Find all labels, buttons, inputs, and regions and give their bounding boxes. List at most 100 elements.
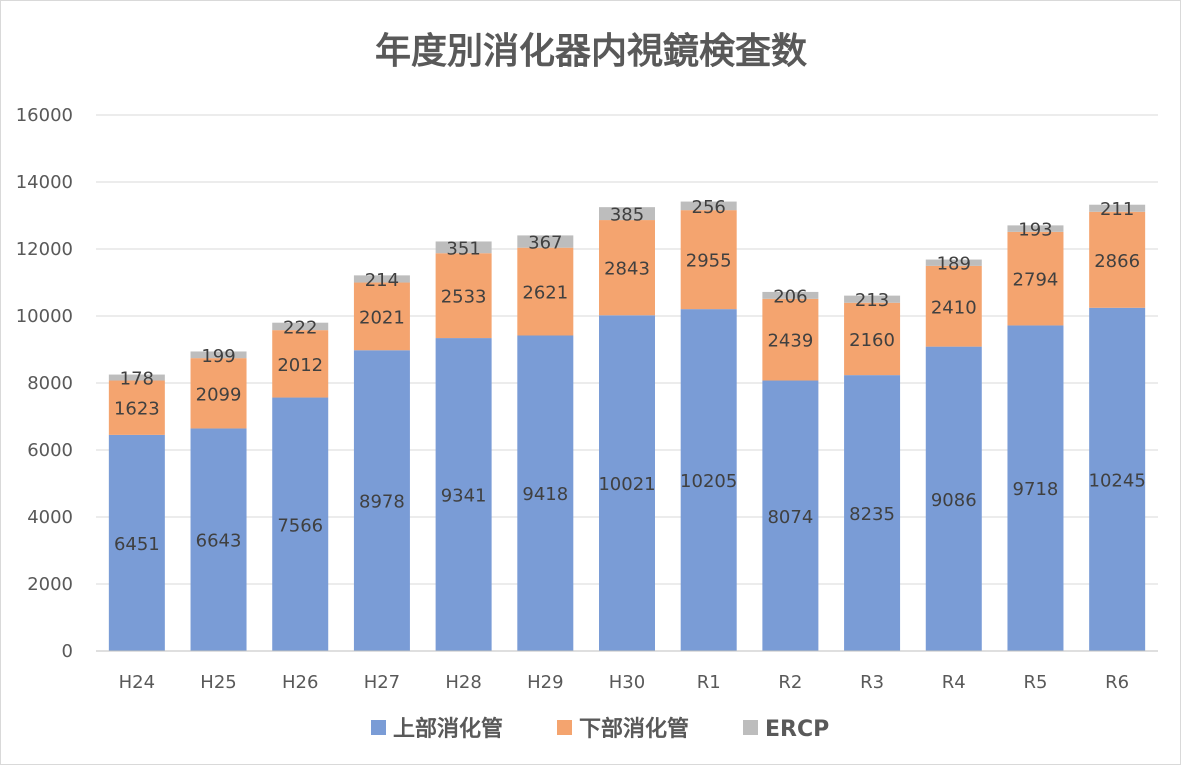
legend-label: ERCP	[765, 717, 829, 742]
bar-segment-ercp	[353, 275, 410, 283]
bar-segment-lower-gi	[680, 210, 737, 310]
bar-segment-lower-gi	[599, 220, 655, 316]
data-label: 214	[365, 270, 399, 291]
data-label: 1623	[114, 399, 160, 420]
bar-segment-ercp	[272, 322, 329, 331]
bar-segment-upper-gi	[435, 338, 492, 651]
y-tick-label: 0	[62, 641, 73, 662]
x-tick-label: H30	[609, 672, 645, 693]
bar-segment-lower-gi	[762, 298, 819, 381]
bar-segment-ercp	[599, 207, 655, 221]
data-label: 199	[201, 346, 235, 367]
bar-segment-lower-gi	[108, 380, 165, 435]
x-tick-label: H28	[445, 672, 481, 693]
y-tick-label: 10000	[16, 306, 73, 327]
bar-segment-upper-gi	[680, 309, 737, 651]
bar-segment-lower-gi	[844, 302, 901, 376]
data-label: 2012	[277, 355, 323, 376]
data-label: 9418	[522, 484, 568, 505]
bar-segment-lower-gi	[1007, 231, 1064, 326]
y-axis: 0 2000 4000 6000 8000 10000 12000 14000 16000	[16, 105, 73, 662]
data-label: 206	[773, 286, 807, 307]
bar-segment-upper-gi	[762, 380, 819, 651]
data-label: 2955	[686, 251, 732, 272]
legend-swatch	[371, 720, 386, 735]
bar-segment-upper-gi	[1089, 307, 1146, 651]
data-label: 8978	[359, 492, 405, 513]
data-label: 213	[855, 290, 889, 311]
x-tick-label: R1	[697, 672, 721, 693]
data-labels: 6451 1623 178 6643 2099 199 7566 2012 222 8978 202…	[114, 197, 1146, 555]
data-label: 10021	[598, 474, 655, 495]
bar-segment-ercp	[517, 235, 574, 248]
data-label: 256	[692, 197, 726, 218]
bar-segment-ercp	[925, 259, 982, 266]
legend: 上部消化管 下部消化管 ERCP	[371, 716, 829, 742]
data-label: 193	[1018, 220, 1052, 241]
data-label: 9086	[931, 490, 977, 511]
data-label: 2410	[931, 297, 977, 318]
data-label: 178	[120, 369, 154, 390]
data-label: 7566	[277, 515, 323, 536]
x-tick-label: R5	[1023, 672, 1047, 693]
data-label: 222	[283, 317, 317, 338]
y-tick-label: 6000	[27, 440, 73, 461]
bar-segment-ercp	[1007, 225, 1064, 232]
bar-segment-upper-gi	[272, 397, 329, 651]
y-tick-label: 16000	[16, 105, 73, 126]
legend-label: 下部消化管	[579, 716, 689, 742]
x-axis: H24 H25 H26 H27 H28 H29 H30 R1 R2 R3 R4 R5 R6	[96, 650, 1158, 693]
x-tick-label: H24	[119, 672, 155, 693]
x-tick-label: H29	[527, 672, 563, 693]
data-label: 9718	[1013, 479, 1059, 500]
data-label: 2866	[1094, 251, 1140, 272]
x-tick-label: H27	[364, 672, 400, 693]
y-tick-label: 8000	[27, 373, 73, 394]
bar-segment-lower-gi	[925, 265, 982, 347]
data-label: 8235	[849, 504, 895, 525]
bar-segment-lower-gi	[272, 330, 329, 398]
data-label: 211	[1100, 199, 1134, 220]
legend-swatch	[743, 720, 758, 735]
x-tick-label: H25	[200, 672, 236, 693]
data-label: 2160	[849, 330, 895, 351]
bar-segment-lower-gi	[1089, 211, 1146, 308]
chart-title: 年度別消化器内視鏡検査数	[375, 31, 807, 72]
data-label: 6451	[114, 534, 160, 555]
x-tick-label: R6	[1105, 672, 1129, 693]
data-label: 2621	[522, 283, 568, 304]
bar-segment-lower-gi	[190, 358, 247, 429]
bar-segment-upper-gi	[599, 315, 655, 651]
data-label: 2439	[767, 331, 813, 352]
bars	[108, 201, 1146, 651]
data-label: 385	[610, 205, 644, 226]
y-tick-label: 14000	[16, 172, 73, 193]
bar-segment-upper-gi	[925, 346, 982, 651]
data-label: 189	[937, 254, 971, 275]
data-label: 10245	[1089, 470, 1146, 491]
data-label: 2794	[1013, 270, 1059, 291]
x-tick-label: R2	[778, 672, 802, 693]
bar-segment-upper-gi	[353, 350, 410, 651]
bar-segment-upper-gi	[190, 428, 247, 651]
x-tick-label: H26	[282, 672, 318, 693]
data-label: 2533	[441, 287, 487, 308]
data-label: 2021	[359, 307, 405, 328]
bar-segment-ercp	[108, 374, 165, 381]
bar-segment-upper-gi	[517, 335, 574, 651]
bar-segment-lower-gi	[517, 247, 574, 336]
bar-segment-ercp	[762, 291, 819, 299]
bar-segment-ercp	[435, 241, 492, 254]
data-label: 351	[446, 238, 480, 259]
x-tick-label: R4	[942, 672, 966, 693]
x-tick-label: R3	[860, 672, 884, 693]
bar-segment-ercp	[680, 201, 737, 211]
bar-segment-ercp	[844, 295, 901, 303]
data-label: 10205	[680, 471, 737, 492]
legend-swatch	[557, 720, 572, 735]
bar-segment-lower-gi	[435, 253, 492, 339]
data-label: 367	[528, 233, 562, 254]
bar-segment-ercp	[1089, 204, 1146, 212]
